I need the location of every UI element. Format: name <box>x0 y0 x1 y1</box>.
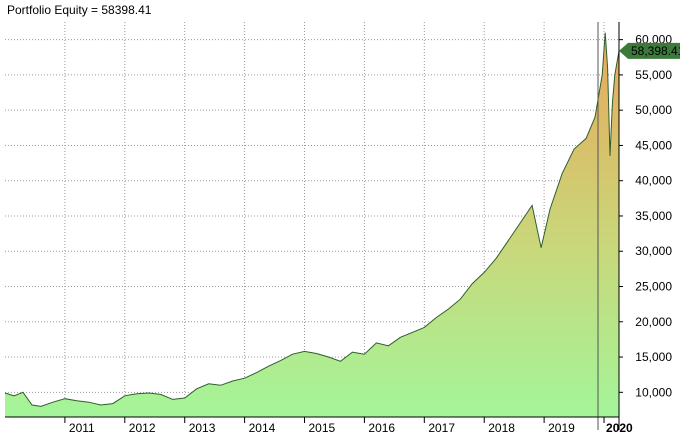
equity-line <box>4 32 620 407</box>
y-tick-label: 25,000 <box>635 280 672 294</box>
x-tick-label: 2012 <box>129 421 156 435</box>
last-value-tag: 58,398.41 <box>619 42 680 59</box>
y-tick-label: 35,000 <box>635 209 672 223</box>
last-value-label: 58,398.41 <box>631 44 680 58</box>
y-tick-label: 10,000 <box>635 385 672 399</box>
x-tick-label: 2016 <box>368 421 395 435</box>
y-axis-ticks: 10,000 15,000 20,000 25,000 30,000 35,000 40,0… <box>619 33 672 399</box>
y-tick-label: 40,000 <box>635 174 672 188</box>
y-tick-label: 45,000 <box>635 138 672 152</box>
x-tick-label: 2017 <box>428 421 455 435</box>
equity-area <box>5 32 619 417</box>
y-tick-label: 55,000 <box>635 68 672 82</box>
chart-title: Portfolio Equity = 58398.41 <box>7 3 152 17</box>
x-tick-label: 2018 <box>488 421 515 435</box>
last-value-marker <box>619 42 680 59</box>
x-tick-label: 2020 <box>606 421 633 435</box>
x-tick-label: 2013 <box>189 421 216 435</box>
x-axis-ticks: 2011 2012 2013 2014 2015 2016 2017 2018 2019 2020 <box>64 417 633 435</box>
x-tick-label: 2014 <box>249 421 276 435</box>
y-tick-label: 15,000 <box>635 350 672 364</box>
x-tick-label: 2019 <box>548 421 575 435</box>
y-tick-label: 20,000 <box>635 315 672 329</box>
x-tick-label: 2011 <box>69 421 95 435</box>
y-tick-label: 50,000 <box>635 103 672 117</box>
grid <box>5 22 619 417</box>
y-tick-label: 30,000 <box>635 244 672 258</box>
x-tick-label: 2015 <box>309 421 336 435</box>
